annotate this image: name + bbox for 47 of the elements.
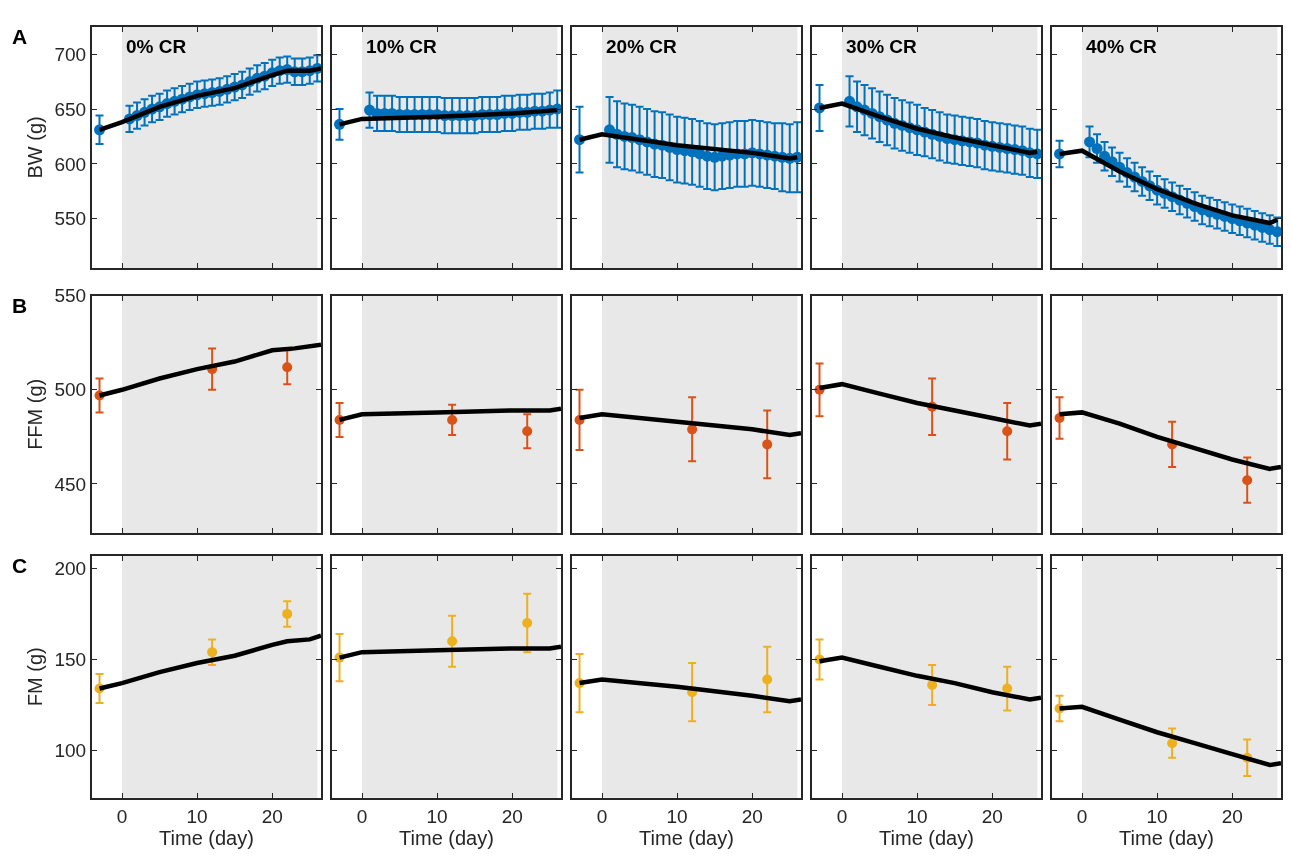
- x-tick-label: 10: [666, 805, 688, 827]
- point: [282, 608, 293, 619]
- text: 30% CR: [846, 36, 918, 57]
- y-tick-label: 550: [54, 285, 87, 307]
- text: 20% CR: [606, 36, 678, 57]
- point: [1084, 136, 1096, 148]
- y-tick-label: 150: [54, 649, 87, 671]
- x-axis-title: Time (day): [399, 826, 494, 849]
- x-tick-label: 20: [981, 805, 1003, 827]
- y-tick-label: 500: [54, 379, 87, 401]
- y-tick-label: 700: [54, 43, 87, 65]
- x-axis-title: Time (day): [879, 826, 974, 849]
- text: B: [12, 294, 28, 317]
- x-tick-label: 20: [1221, 805, 1243, 827]
- x-tick-label: 20: [261, 805, 283, 827]
- x-tick-label: 10: [906, 805, 928, 827]
- text: A: [12, 25, 28, 48]
- text: 40% CR: [1086, 36, 1158, 57]
- y-axis-title: BW (g): [24, 116, 47, 179]
- text: 10% CR: [366, 36, 438, 57]
- x-tick-label: 10: [426, 805, 448, 827]
- x-tick-label: 0: [116, 805, 128, 827]
- point: [1091, 142, 1103, 154]
- x-tick-label: 20: [501, 805, 523, 827]
- x-tick-label: 10: [186, 805, 208, 827]
- x-axis-title: Time (day): [639, 826, 734, 849]
- point: [1271, 226, 1281, 238]
- y-tick-label: 100: [54, 740, 87, 762]
- y-axis-title: FM (g): [24, 647, 47, 707]
- x-tick-label: 0: [836, 805, 848, 827]
- point: [207, 647, 218, 658]
- y-tick-label: 550: [54, 208, 87, 230]
- x-tick-label: 10: [1146, 805, 1168, 827]
- x-tick-label: 20: [741, 805, 763, 827]
- x-axis-title: Time (day): [1119, 826, 1214, 849]
- y-tick-label: 600: [54, 153, 87, 175]
- x-tick-label: 0: [1076, 805, 1088, 827]
- y-tick-label: 650: [54, 98, 87, 120]
- x-axis-title: Time (day): [159, 826, 254, 849]
- point: [282, 362, 293, 373]
- y-tick-label: 450: [54, 473, 87, 495]
- y-axis-title: FFM (g): [24, 378, 47, 450]
- y-tick-label: 200: [54, 558, 87, 580]
- text: 0% CR: [126, 36, 187, 57]
- x-tick-label: 0: [356, 805, 368, 827]
- text: C: [12, 554, 28, 577]
- x-tick-label: 0: [596, 805, 608, 827]
